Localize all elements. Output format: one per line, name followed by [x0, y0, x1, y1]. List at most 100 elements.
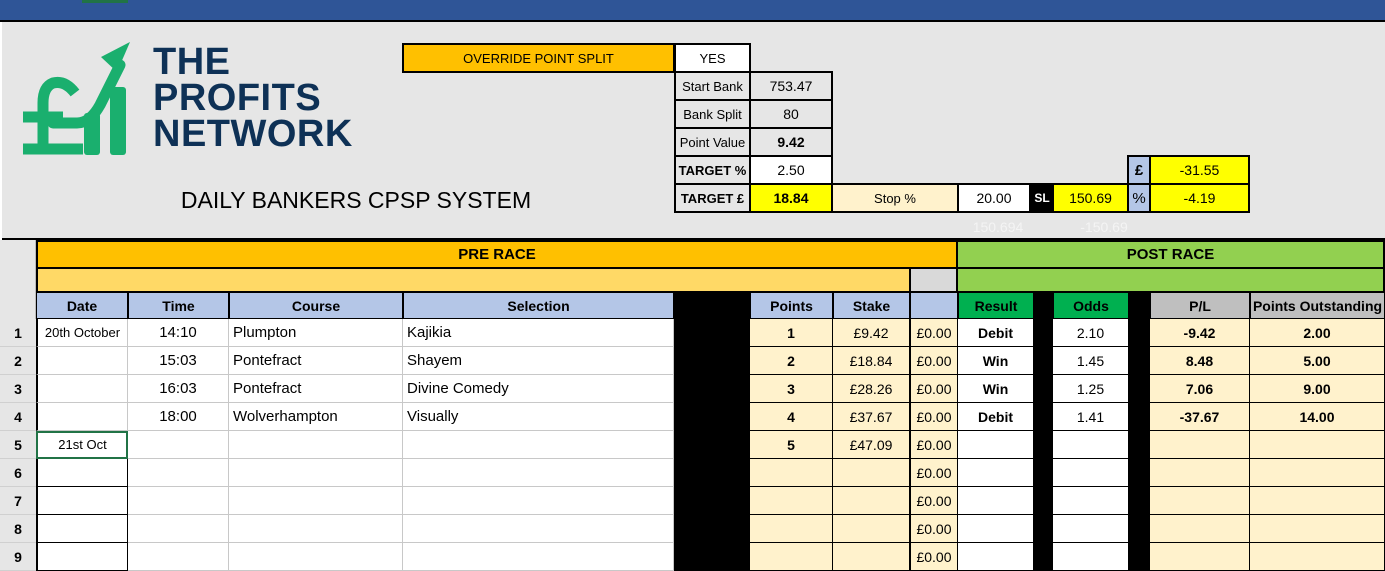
points-cell [750, 515, 833, 543]
column-header-stake: Stake [833, 291, 910, 320]
black-separator [1129, 459, 1150, 487]
time-cell[interactable] [128, 431, 229, 459]
post-race-header: POST RACE [956, 240, 1385, 269]
time-cell[interactable] [128, 543, 229, 571]
odds-cell[interactable]: 2.10 [1053, 319, 1129, 347]
points-cell [750, 459, 833, 487]
black-separator [1034, 459, 1053, 487]
points-cell [750, 487, 833, 515]
result-cell[interactable]: Win [958, 375, 1034, 403]
date-cell[interactable] [36, 347, 128, 375]
selection-cell[interactable] [403, 515, 674, 543]
date-cell[interactable] [36, 403, 128, 431]
column-header-odds: Odds [1053, 291, 1129, 320]
selection-cell[interactable]: Visually [403, 403, 674, 431]
selection-cell[interactable] [403, 487, 674, 515]
date-cell[interactable] [36, 487, 128, 515]
result-cell[interactable] [958, 431, 1034, 459]
course-cell[interactable]: Plumpton [229, 319, 403, 347]
course-cell[interactable] [229, 487, 403, 515]
course-cell[interactable]: Pontefract [229, 347, 403, 375]
extra-stake-cell: £0.00 [910, 347, 958, 375]
odds-cell[interactable] [1053, 515, 1129, 543]
black-separator [1034, 431, 1053, 459]
course-cell[interactable]: Wolverhampton [229, 403, 403, 431]
hidden-value: -150.69 [1080, 219, 1128, 235]
time-cell[interactable] [128, 515, 229, 543]
time-cell[interactable]: 16:03 [128, 375, 229, 403]
odds-cell[interactable] [1053, 487, 1129, 515]
pct-symbol: % [1127, 183, 1151, 213]
target-pct-value[interactable]: 2.50 [749, 155, 833, 185]
result-cell[interactable] [958, 487, 1034, 515]
odds-cell[interactable]: 1.45 [1053, 347, 1129, 375]
points-cell: 1 [750, 319, 833, 347]
bank-split-value[interactable]: 80 [749, 99, 833, 129]
point-value-value[interactable]: 9.42 [749, 127, 833, 157]
date-cell[interactable] [36, 459, 128, 487]
result-cell[interactable] [958, 515, 1034, 543]
time-cell[interactable] [128, 487, 229, 515]
time-cell[interactable] [128, 459, 229, 487]
stop-pct-value[interactable]: 20.00 [957, 183, 1031, 213]
pre-race-header: PRE RACE [36, 240, 958, 269]
stake-cell: £28.26 [833, 375, 910, 403]
course-cell[interactable] [229, 543, 403, 571]
column-header-blank [1129, 291, 1150, 320]
time-cell[interactable]: 14:10 [128, 319, 229, 347]
odds-cell[interactable]: 1.25 [1053, 375, 1129, 403]
black-separator [674, 431, 750, 459]
target-gbp-value[interactable]: 18.84 [749, 183, 833, 213]
stake-cell [833, 459, 910, 487]
odds-cell[interactable] [1053, 459, 1129, 487]
date-cell[interactable]: 20th October [36, 319, 128, 347]
row-number: 9 [0, 543, 36, 571]
date-cell[interactable]: 21st Oct [36, 431, 128, 459]
column-header-course: Course [229, 291, 403, 320]
stake-cell [833, 543, 910, 571]
black-separator [674, 515, 750, 543]
row-number: 1 [0, 319, 36, 347]
black-separator [1129, 375, 1150, 403]
result-cell[interactable]: Debit [958, 403, 1034, 431]
selection-cell[interactable]: Shayem [403, 347, 674, 375]
pct-pl-value: -4.19 [1149, 183, 1250, 213]
result-cell[interactable]: Win [958, 347, 1034, 375]
system-title: DAILY BANKERS CPSP SYSTEM [180, 186, 532, 213]
odds-cell[interactable] [1053, 543, 1129, 571]
course-cell[interactable]: Pontefract [229, 375, 403, 403]
date-cell[interactable] [36, 375, 128, 403]
selection-cell[interactable]: Divine Comedy [403, 375, 674, 403]
black-separator [674, 487, 750, 515]
odds-cell[interactable] [1053, 431, 1129, 459]
start-bank-value[interactable]: 753.47 [749, 71, 833, 101]
time-cell[interactable]: 18:00 [128, 403, 229, 431]
result-cell[interactable] [958, 543, 1034, 571]
black-separator [1129, 487, 1150, 515]
pl-cell [1150, 431, 1250, 459]
odds-cell[interactable]: 1.41 [1053, 403, 1129, 431]
date-cell[interactable] [36, 543, 128, 571]
selection-cell[interactable] [403, 431, 674, 459]
selection-cell[interactable]: Kajikia [403, 319, 674, 347]
pre-race-subheader [36, 267, 911, 293]
time-cell[interactable]: 15:03 [128, 347, 229, 375]
date-cell[interactable] [36, 515, 128, 543]
row-number: 7 [0, 487, 36, 515]
points-outstanding-cell [1250, 459, 1385, 487]
points-outstanding-cell [1250, 543, 1385, 571]
result-cell[interactable] [958, 459, 1034, 487]
override-point-split-value[interactable]: YES [674, 43, 751, 73]
sl-value: 150.69 [1052, 183, 1129, 213]
points-cell: 2 [750, 347, 833, 375]
result-cell[interactable]: Debit [958, 319, 1034, 347]
pl-cell [1150, 543, 1250, 571]
course-cell[interactable] [229, 515, 403, 543]
black-separator [1129, 319, 1150, 347]
column-header-date: Date [36, 291, 128, 320]
selection-cell[interactable] [403, 543, 674, 571]
course-cell[interactable] [229, 459, 403, 487]
gbp-symbol: £ [1127, 155, 1151, 185]
selection-cell[interactable] [403, 459, 674, 487]
course-cell[interactable] [229, 431, 403, 459]
